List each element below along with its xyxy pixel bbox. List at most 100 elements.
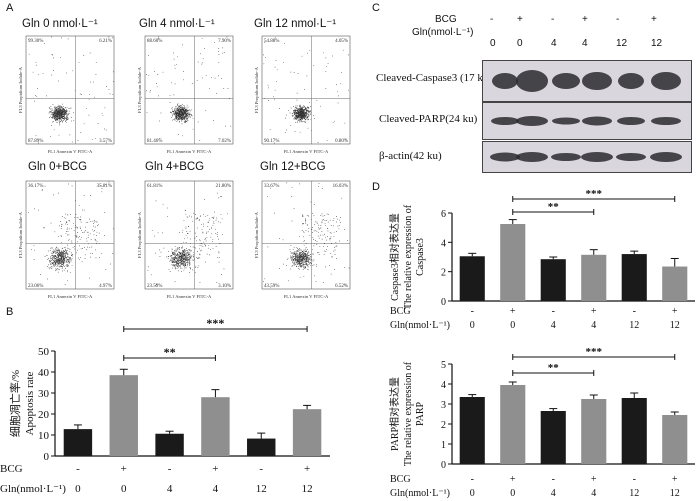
bcg-value: - bbox=[633, 474, 636, 485]
y-label-en: Apoptosis rate bbox=[24, 371, 36, 435]
plot-frame bbox=[25, 180, 115, 290]
quadrant-ll-value: 81.46% bbox=[147, 139, 162, 144]
bcg-row-label: BCG bbox=[0, 463, 23, 475]
panel-label-d: D bbox=[372, 181, 380, 193]
wb-bcg-value: - bbox=[490, 14, 494, 25]
scatter-points bbox=[146, 36, 232, 141]
flow-scatter: 88.60% 7.90% 81.46% 7.02% FL1 Annexin V FITC… bbox=[137, 35, 234, 154]
gln-row-label: Gln(nmol·L⁻¹) bbox=[390, 488, 450, 499]
bcg-value: - bbox=[76, 463, 80, 475]
gln-row-label: Gln(nmol·L⁻¹) bbox=[390, 320, 450, 331]
bcg-value: - bbox=[259, 463, 263, 475]
bar bbox=[581, 399, 607, 464]
y-tick-label: 5 bbox=[441, 360, 446, 371]
flow-plot: Gln 4 nmol·L⁻¹ 88.60% 7.90% 81.46% 7.02% FL1… bbox=[133, 16, 243, 156]
bcg-value: + bbox=[121, 463, 127, 475]
blot-band bbox=[516, 70, 548, 92]
quadrant-ur-value: 4.05% bbox=[335, 39, 348, 44]
plot-frame bbox=[144, 35, 234, 145]
bcg-value: - bbox=[471, 306, 474, 317]
quadrant-lr-value: 3.10% bbox=[218, 284, 231, 289]
bcg-value: - bbox=[552, 474, 555, 485]
scatter-points bbox=[28, 181, 114, 285]
wb-gln-value: 12 bbox=[616, 38, 628, 49]
bar bbox=[662, 415, 688, 464]
y-label-en-line: Caspase3 bbox=[415, 238, 426, 276]
wb-bcg-label: BCG bbox=[435, 14, 457, 25]
quadrant-ur-value: 6.21% bbox=[99, 39, 112, 44]
y-tick-label: 10 bbox=[38, 430, 50, 442]
y-axis-label: FL3 Propidium Iodide-A bbox=[18, 66, 23, 113]
scatter-points bbox=[28, 36, 114, 144]
y-label-cn: PARP相对表达量 bbox=[388, 377, 401, 451]
x-axis-label: FL1 Annexin V FITC-A bbox=[167, 149, 212, 154]
significance-label: *** bbox=[586, 188, 603, 200]
bcg-value: - bbox=[633, 306, 636, 317]
y-axis-label: FL3 Propidium Iodide-A bbox=[254, 66, 259, 113]
scatter-points bbox=[147, 192, 228, 286]
y-tick-label: 2 bbox=[441, 268, 446, 279]
gln-value: 4 bbox=[551, 488, 556, 499]
quadrant-lr-value: 6.52% bbox=[335, 284, 348, 289]
wb-gln-value: 4 bbox=[582, 38, 588, 49]
gln-value: 4 bbox=[591, 320, 596, 331]
quadrant-lr-value: 3.57% bbox=[99, 139, 112, 144]
flow-plot-title: Gln 4 nmol·L⁻¹ bbox=[139, 18, 215, 30]
wb-blot-actin bbox=[482, 141, 692, 173]
y-tick-label: 3 bbox=[441, 400, 446, 411]
flow-plot: Gln 0 nmol·L⁻¹ 99.30% 6.21% 87.89% 3.57% FL1… bbox=[14, 16, 124, 156]
gln-value: 12 bbox=[302, 483, 313, 495]
plot-frame bbox=[261, 180, 351, 290]
gln-value: 12 bbox=[256, 483, 267, 495]
gln-value: 12 bbox=[670, 320, 680, 331]
bar bbox=[581, 254, 607, 301]
quadrant-ur-value: 16.03% bbox=[333, 184, 348, 189]
wb-blot-parp bbox=[482, 102, 692, 140]
blot-band bbox=[618, 73, 644, 89]
y-axis-label: FL3 Propidium Iodide-A bbox=[137, 211, 142, 258]
blot-band bbox=[552, 73, 580, 89]
y-tick-label: 40 bbox=[38, 367, 50, 379]
y-label-cn: Caspase3相对表达量 bbox=[388, 213, 401, 301]
bar bbox=[109, 375, 138, 456]
y-tick-label: 6 bbox=[441, 209, 446, 220]
bar bbox=[155, 433, 184, 456]
flow-plot: Gln 12 nmol·L⁻¹ 54.88% 4.05% 90.17% 0.80% FL… bbox=[250, 16, 360, 156]
blot-band bbox=[491, 117, 519, 125]
flow-plot: Gln 0+BCG 36.17% 35.81% 23.06% 4.97% FL1 Ann… bbox=[14, 161, 124, 301]
blot-band bbox=[651, 72, 681, 90]
blot-band bbox=[582, 116, 612, 126]
quadrant-lr-value: 4.97% bbox=[99, 284, 112, 289]
bcg-value: - bbox=[552, 306, 555, 317]
blot-band bbox=[581, 152, 613, 162]
y-axis-label: FL3 Propidium Iodide-A bbox=[18, 211, 23, 258]
bar bbox=[662, 266, 688, 301]
bar bbox=[540, 411, 566, 464]
flow-scatter: 33.67% 16.03% 43.59% 6.52% FL1 Annexin V FIT… bbox=[254, 180, 351, 299]
bar bbox=[63, 429, 93, 456]
quadrant-lr-value: 0.80% bbox=[335, 139, 348, 144]
quadrant-ul-value: 61.81% bbox=[147, 184, 162, 189]
significance-label: ** bbox=[548, 362, 560, 374]
panel-label-a: A bbox=[6, 2, 14, 14]
x-axis-label: FL1 Annexin V FITC-A bbox=[48, 149, 93, 154]
bcg-value: + bbox=[591, 474, 597, 485]
y-label-en-line: The relative expression of bbox=[403, 361, 414, 466]
y-tick-label: 2 bbox=[441, 420, 446, 431]
y-tick-label: 0 bbox=[441, 297, 446, 308]
blot-band bbox=[617, 117, 645, 125]
blot-band bbox=[492, 73, 518, 89]
gln-value: 4 bbox=[591, 488, 596, 499]
quadrant-ul-value: 88.60% bbox=[147, 39, 162, 44]
bcg-value: + bbox=[510, 474, 516, 485]
gln-value: 0 bbox=[470, 488, 475, 499]
wb-label-caspase3: Cleaved-Caspase3 (17 ku) bbox=[376, 72, 493, 84]
x-axis-label: FL1 Annexin V FITC-A bbox=[167, 294, 212, 299]
gln-value: 4 bbox=[213, 483, 219, 495]
gln-value: 0 bbox=[470, 320, 475, 331]
y-tick-label: 30 bbox=[38, 388, 50, 400]
flow-plot-title: Gln 0 nmol·L⁻¹ bbox=[22, 18, 98, 30]
gln-value: 0 bbox=[510, 488, 515, 499]
bar bbox=[500, 385, 526, 464]
